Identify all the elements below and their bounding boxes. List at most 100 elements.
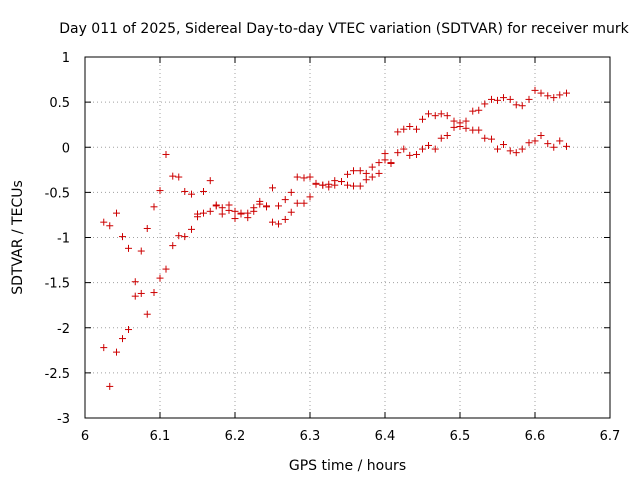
data-point bbox=[131, 292, 139, 300]
data-point bbox=[563, 89, 570, 97]
data-point bbox=[237, 210, 245, 218]
data-point bbox=[169, 172, 177, 180]
grid bbox=[85, 57, 610, 418]
x-tick-label: 6.6 bbox=[525, 429, 546, 444]
y-tick-label: 0.5 bbox=[49, 96, 70, 111]
data-point bbox=[325, 183, 333, 191]
data-point bbox=[356, 167, 364, 175]
data-point bbox=[113, 209, 120, 217]
x-axis-ticks: 6 6.1 6.2 6.3 6.4 6.5 6.6 6.7 bbox=[81, 57, 620, 444]
data-point bbox=[443, 132, 451, 140]
data-point bbox=[462, 124, 470, 132]
data-point bbox=[156, 187, 164, 195]
x-tick-label: 6.7 bbox=[600, 429, 621, 444]
data-point bbox=[175, 173, 183, 181]
data-point bbox=[250, 207, 258, 215]
data-point bbox=[462, 117, 470, 125]
data-point bbox=[550, 94, 558, 102]
chart-title: Day 011 of 2025, Sidereal Day-to-day VTE… bbox=[59, 21, 629, 37]
data-point bbox=[375, 169, 383, 177]
data-point bbox=[100, 344, 108, 352]
data-point bbox=[413, 125, 420, 133]
data-point bbox=[406, 122, 414, 130]
data-point bbox=[137, 247, 145, 255]
data-point bbox=[494, 96, 501, 104]
data-point bbox=[281, 196, 289, 204]
data-point bbox=[550, 143, 558, 151]
data-point bbox=[500, 141, 507, 149]
data-point bbox=[406, 151, 414, 159]
x-tick-label: 6.2 bbox=[225, 429, 246, 444]
data-point bbox=[125, 244, 132, 252]
data-point bbox=[206, 207, 214, 215]
data-point bbox=[231, 215, 239, 223]
data-point bbox=[306, 173, 314, 181]
data-point bbox=[469, 107, 477, 115]
data-point bbox=[531, 86, 539, 94]
data-point bbox=[143, 310, 151, 318]
y-tick-label: -1 bbox=[57, 232, 70, 247]
data-point bbox=[368, 163, 376, 171]
data-point bbox=[269, 184, 276, 192]
data-point bbox=[387, 159, 395, 167]
data-point bbox=[425, 141, 432, 149]
data-point bbox=[481, 100, 489, 108]
data-point bbox=[150, 203, 158, 211]
data-point bbox=[287, 188, 295, 196]
data-point bbox=[344, 170, 351, 178]
data-point bbox=[106, 222, 114, 230]
y-tick-label: 0 bbox=[62, 141, 70, 156]
data-point bbox=[362, 176, 370, 184]
data-point bbox=[231, 207, 239, 215]
data-point bbox=[518, 145, 526, 153]
data-point bbox=[419, 145, 426, 153]
data-points bbox=[100, 86, 570, 390]
data-point bbox=[525, 139, 533, 147]
data-point bbox=[437, 110, 445, 118]
data-point bbox=[488, 95, 495, 103]
data-point bbox=[218, 204, 226, 212]
data-point bbox=[381, 156, 389, 164]
data-point bbox=[556, 91, 564, 99]
y-tick-label: -2.5 bbox=[45, 367, 70, 382]
data-point bbox=[100, 218, 108, 226]
data-point bbox=[344, 181, 351, 189]
plot-area-frame bbox=[84, 56, 611, 419]
data-point bbox=[381, 150, 389, 158]
data-point bbox=[400, 145, 408, 153]
data-point bbox=[537, 89, 545, 97]
data-point bbox=[312, 180, 320, 188]
data-point bbox=[331, 181, 339, 189]
data-point bbox=[119, 233, 126, 241]
data-point bbox=[443, 112, 451, 120]
data-point bbox=[450, 117, 458, 125]
data-point bbox=[537, 132, 545, 140]
data-point bbox=[306, 193, 314, 201]
y-tick-label: -3 bbox=[57, 412, 70, 427]
data-point bbox=[506, 95, 514, 103]
data-point bbox=[362, 169, 370, 177]
x-tick-label: 6.1 bbox=[150, 429, 171, 444]
data-point bbox=[275, 220, 282, 228]
data-point bbox=[450, 123, 458, 131]
data-point bbox=[431, 112, 439, 120]
data-point bbox=[256, 200, 264, 208]
data-point bbox=[544, 92, 552, 100]
data-point bbox=[156, 274, 164, 282]
data-point bbox=[269, 218, 276, 226]
data-point bbox=[469, 126, 477, 134]
data-point bbox=[225, 201, 233, 209]
data-point bbox=[137, 289, 145, 297]
data-point bbox=[275, 202, 282, 210]
data-point bbox=[150, 289, 158, 297]
data-point bbox=[425, 110, 432, 118]
data-point bbox=[506, 147, 514, 155]
data-point bbox=[281, 215, 289, 223]
data-point bbox=[475, 126, 483, 134]
x-tick-label: 6.3 bbox=[300, 429, 321, 444]
x-axis-label: GPS time / hours bbox=[289, 458, 406, 474]
data-point bbox=[556, 137, 564, 145]
data-point bbox=[394, 149, 402, 157]
data-point bbox=[300, 199, 308, 207]
data-point bbox=[437, 134, 445, 142]
